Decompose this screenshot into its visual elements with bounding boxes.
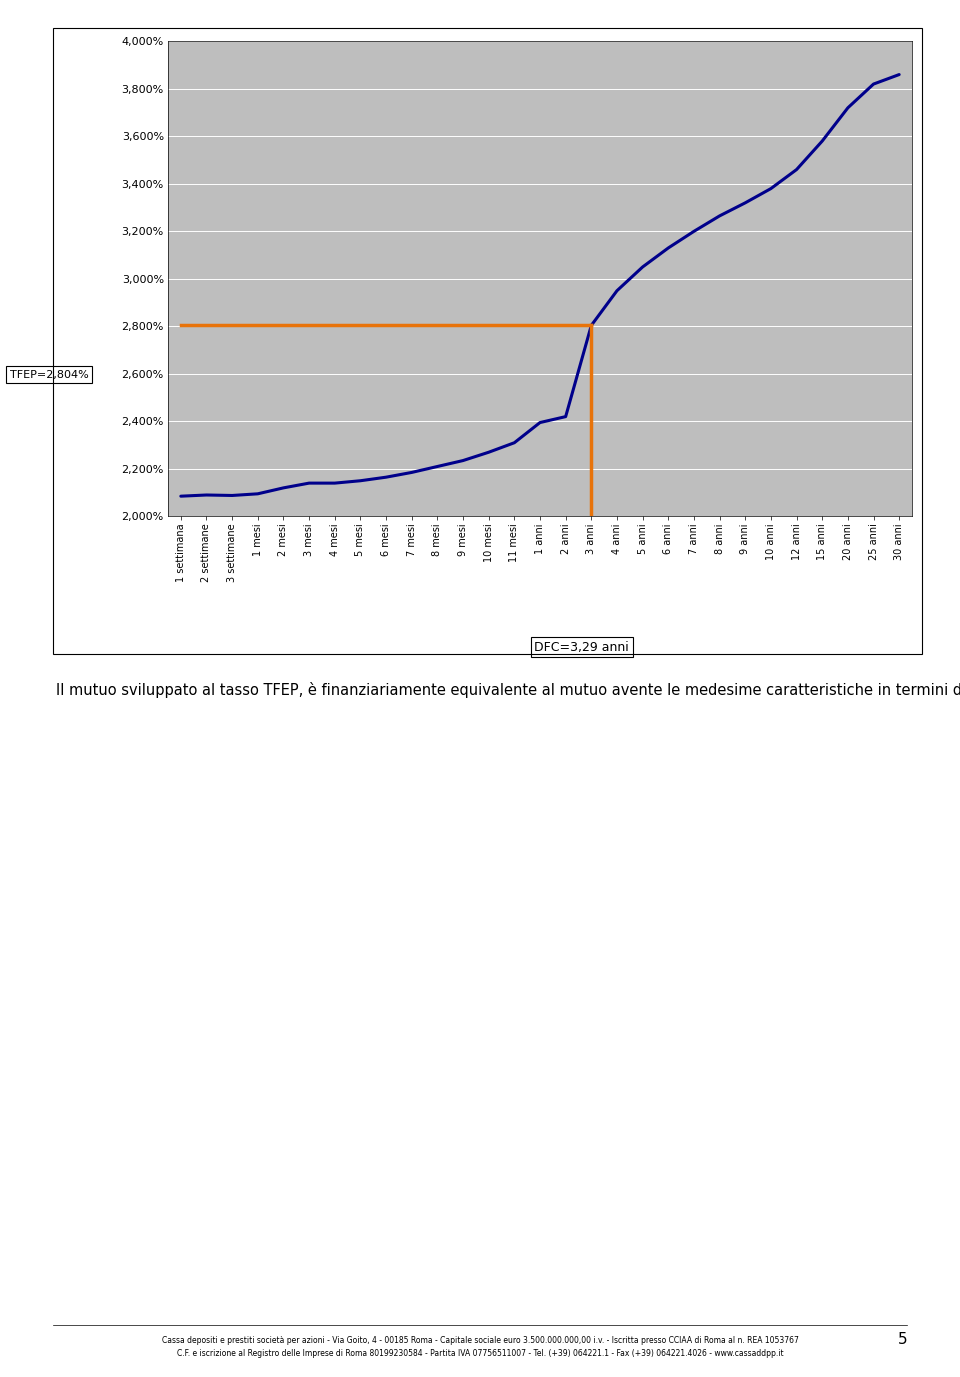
Text: Il mutuo sviluppato al tasso TFEP, è finanziariamente equivalente al mutuo avent: Il mutuo sviluppato al tasso TFEP, è fin… — [56, 682, 960, 698]
Text: TFEP=2,804%: TFEP=2,804% — [10, 369, 88, 380]
Text: C.F. e iscrizione al Registro delle Imprese di Roma 80199230584 - Partita IVA 07: C.F. e iscrizione al Registro delle Impr… — [177, 1349, 783, 1359]
Text: 5: 5 — [898, 1332, 907, 1347]
Text: Cassa depositi e prestiti società per azioni - Via Goito, 4 - 00185 Roma - Capit: Cassa depositi e prestiti società per az… — [161, 1336, 799, 1345]
Text: DFC=3,29 anni: DFC=3,29 anni — [535, 640, 629, 654]
